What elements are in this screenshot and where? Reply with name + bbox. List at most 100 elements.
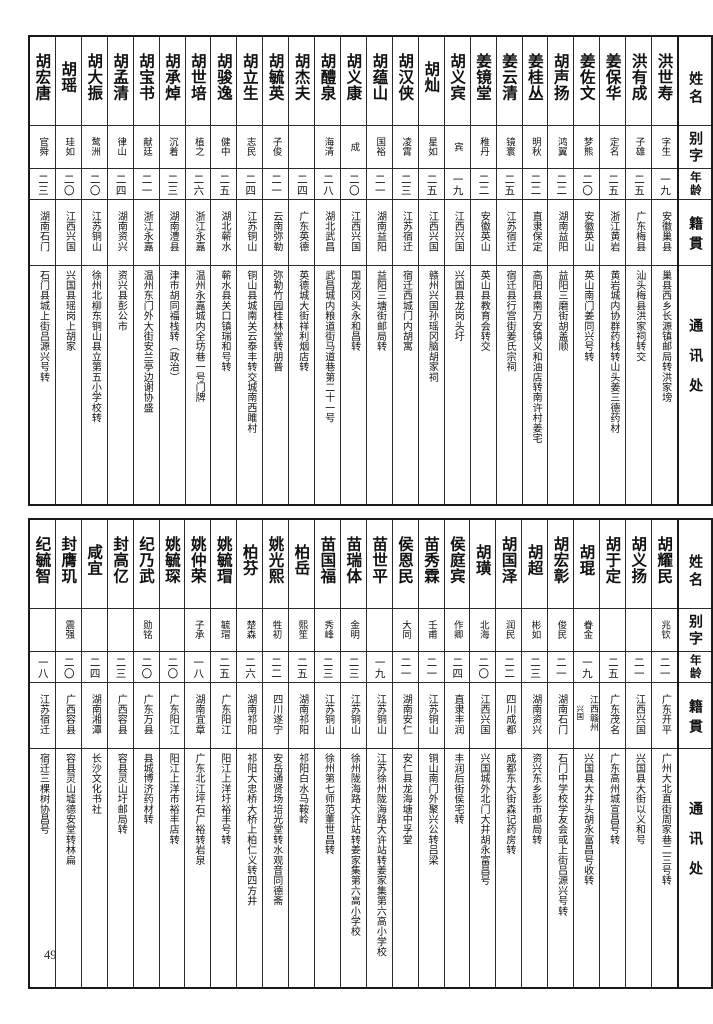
cell-alias: 成: [340, 125, 367, 169]
cell-native-place: 浙江永嘉: [184, 199, 212, 266]
cell-native-place: 浙江永嘉: [132, 199, 160, 266]
cell-name: 胡杰夫: [288, 35, 316, 126]
column-header-age: 年龄: [676, 651, 713, 683]
cell-native-place: 广东茂名: [599, 682, 626, 749]
row-address: 宿迁三棵树协昌号 容县灵山墟德安堂转林扁 长沙文化书社 容县灵山圩邮局转 县城博济药材转…: [28, 748, 713, 989]
cell-alias: [365, 608, 393, 652]
register-table-top-wrap: 胡宏唐 胡瑶 胡大振 胡孟清 胡宝书 胡承焯 胡世培 胡骏逸 胡立生 胡毓英 胡杰夫 胡醴泉 胡义康 胡蕴…: [28, 35, 713, 506]
cell-age: 二五: [599, 651, 626, 683]
cell-name: 胡超: [521, 518, 549, 609]
column-header-address: 通讯处: [676, 748, 713, 989]
cell-name: 苗国福: [313, 518, 341, 609]
cell-age: 二八: [314, 168, 342, 200]
column-header-name: 姓名: [676, 518, 713, 609]
cell-age: 二一: [132, 168, 160, 200]
cell-age: 一九: [573, 651, 601, 683]
cell-native-place: 湖南湘潭: [80, 682, 108, 749]
cell-native-place: 直隶保定: [521, 199, 549, 266]
cell-age: 二五: [495, 168, 523, 200]
row-alias: 官舜 珪如 鹜洲 律山 献廷 沉着 植之 健中 志民 子俊 海清成国裕 凌霄 星如宾稚丹 镜寰 明秋 鸿翼 梦熊…: [28, 125, 713, 169]
cell-alias: 壬甫: [417, 608, 445, 652]
cell-address: 宿迁县行宫街姜氏宗祠: [495, 265, 523, 506]
cell-name: 封膺玑: [54, 518, 82, 609]
cell-name: 胡骏逸: [210, 35, 238, 126]
cell-age: 二五: [288, 651, 315, 683]
cell-address: 宿迁三棵树协昌号: [28, 748, 56, 989]
cell-age: 二〇: [132, 651, 160, 683]
cell-name: 胡宝书: [132, 35, 160, 126]
cell-age: 二〇: [80, 168, 108, 200]
cell-alias: 毓瑁: [210, 608, 238, 652]
cell-native-place: 湖南益阳: [365, 199, 393, 266]
cell-age: 一八: [28, 651, 56, 683]
row-native-place: 江苏宿迁 广西容县 湖南湘潭 广西容县 广东万县 广东阳江 湖南宜章 广东阳江 湖南祁阳 四川遂宁…: [28, 682, 713, 749]
cell-native-place: 江西兴国: [469, 682, 497, 749]
cell-alias: [624, 608, 652, 652]
cell-native-place: 江苏铜山: [339, 682, 367, 749]
cell-native-place: 江西兴国: [624, 682, 652, 749]
cell-name: 柏岳: [288, 518, 315, 609]
cell-address: 祁阳白水马鞍岭: [288, 748, 315, 989]
page-number: 49: [44, 948, 57, 962]
cell-age: 二二: [262, 651, 290, 683]
cell-address: 兴国县大街以义和号: [624, 748, 652, 989]
cell-address: 铜山南门外聚兴公转吕梁: [417, 748, 445, 989]
cell-name: 胡声扬: [547, 35, 575, 126]
cell-address: 县城博济药材转: [132, 748, 160, 989]
cell-age: 二二: [469, 168, 497, 200]
cell-age: 二五: [210, 168, 238, 200]
cell-alias: 镜寰: [495, 125, 523, 169]
cell-name: 姚光熙: [262, 518, 290, 609]
column-header-native: 籍貫: [677, 199, 713, 266]
cell-native-place: 湖南石门: [547, 682, 575, 749]
cell-age: 二五: [417, 168, 445, 200]
cell-alias: 稚丹: [469, 125, 497, 169]
cell-address: 宿迁西城门内胡寓: [391, 265, 419, 506]
cell-alias: 植之: [184, 125, 212, 169]
cell-native-place: 江苏铜山: [417, 682, 445, 749]
cell-name: 胡承焯: [158, 35, 186, 126]
cell-alias: 献廷: [132, 125, 160, 169]
cell-name: 咸宜: [80, 518, 108, 609]
cell-address: 阳江上洋圩裕丰号转: [210, 748, 238, 989]
cell-name: 胡立生: [236, 35, 264, 126]
cell-alias: 鹜洲: [80, 125, 108, 169]
cell-native-place: 江西兴国: [54, 199, 82, 266]
cell-alias: 海清: [314, 125, 342, 169]
cell-alias: 作卿: [443, 608, 471, 652]
cell-alias: 子雄: [625, 125, 653, 169]
cell-age: 二四: [443, 651, 471, 683]
cell-address: 徐州北柳东铜山县立第五小学校转: [80, 265, 108, 506]
cell-native-place: 江苏宿迁: [495, 199, 523, 266]
cell-alias: 兆钦: [650, 608, 679, 652]
cell-name: 胡琨: [573, 518, 601, 609]
cell-native-place: 安徽巢县: [651, 199, 679, 266]
cell-native-place: 广东开平: [650, 682, 679, 749]
cell-alias: 官舜: [28, 125, 56, 169]
cell-address: 汕头梅县洪家祠转交: [625, 265, 653, 506]
cell-name: 姜佐文: [573, 35, 601, 126]
cell-address: 赣州兴国孙瑶冈脑胡家祠: [417, 265, 445, 506]
cell-alias: [158, 608, 186, 652]
cell-name: 胡宏彰: [547, 518, 575, 609]
cell-address: 英德城大街祥利烟店转: [288, 265, 316, 506]
cell-alias: 宾: [443, 125, 471, 169]
cell-name: 胡毓英: [262, 35, 290, 126]
cell-alias: [288, 125, 316, 169]
row-name: 胡宏唐 胡瑶 胡大振 胡孟清 胡宝书 胡承焯 胡世培 胡骏逸 胡立生 胡毓英 胡杰夫 胡醴泉 胡义康 胡蕴…: [28, 35, 713, 126]
cell-alias: 子承: [184, 608, 212, 652]
cell-alias: 健中: [210, 125, 238, 169]
cell-address: 益阳三磨街胡盖顺: [547, 265, 575, 506]
cell-address: 阳江上洋市裕丰店转: [158, 748, 186, 989]
cell-alias: 子俊: [262, 125, 290, 169]
cell-alias: [106, 608, 134, 652]
cell-name: 姚毓瑁: [210, 518, 238, 609]
cell-native-place: 江苏铜山: [365, 682, 393, 749]
cell-alias: 楚森: [236, 608, 264, 652]
cell-name: 苗世平: [365, 518, 393, 609]
cell-alias: 星如: [417, 125, 445, 169]
cell-age: 二四: [106, 168, 134, 200]
cell-native-place: 广东阳江: [210, 682, 238, 749]
column-header-alias: 别字: [676, 608, 713, 652]
cell-name: 胡义宾: [443, 35, 471, 126]
